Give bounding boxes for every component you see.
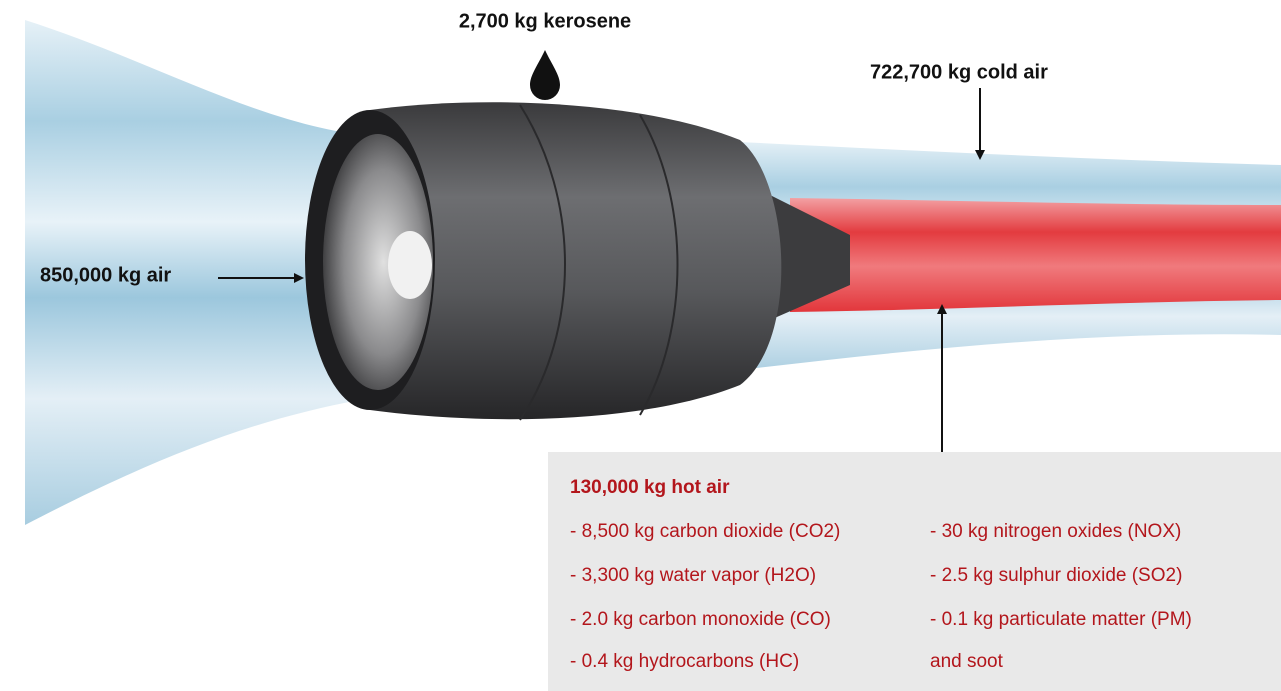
fuel-drop	[530, 50, 560, 100]
emission-list: - 8,500 kg carbon dioxide (CO2) - 3,300 k…	[570, 521, 1192, 672]
airflow	[25, 20, 1281, 525]
air-in-label: 850,000 kg air	[40, 264, 171, 286]
emission-item: - 0.4 kg hydrocarbons (HC)	[570, 651, 799, 672]
cold-air-label: 722,700 kg cold air	[870, 61, 1048, 83]
emission-item: - 2.0 kg carbon monoxide (CO)	[570, 609, 831, 630]
emission-item: - 3,300 kg water vapor (H2O)	[570, 565, 816, 586]
spinner	[388, 231, 432, 299]
emission-item: - 30 kg nitrogen oxides (NOX)	[930, 521, 1181, 542]
emission-item: - 8,500 kg carbon dioxide (CO2)	[570, 521, 840, 542]
hot-air-stream	[790, 198, 1281, 312]
emission-item: - 2.5 kg sulphur dioxide (SO2)	[930, 565, 1182, 586]
emission-item: - 0.1 kg particulate matter (PM)	[930, 609, 1192, 630]
fan	[323, 134, 433, 390]
hot-air-box	[548, 452, 1281, 691]
panel-lines	[519, 104, 679, 421]
emission-item: and soot	[930, 651, 1004, 672]
intake-air	[25, 20, 360, 525]
kerosene-label: 2,700 kg kerosene	[459, 10, 631, 32]
hot-air-title: 130,000 kg hot air	[570, 477, 730, 498]
nozzle	[770, 195, 850, 320]
arrows	[218, 88, 985, 452]
nacelle	[370, 102, 782, 420]
engine	[305, 102, 850, 421]
